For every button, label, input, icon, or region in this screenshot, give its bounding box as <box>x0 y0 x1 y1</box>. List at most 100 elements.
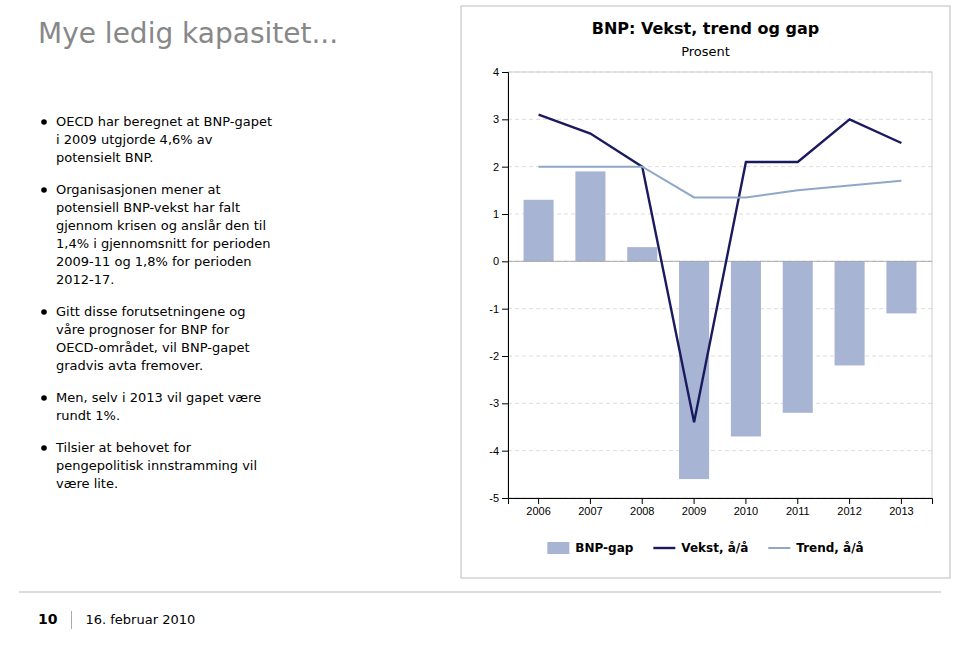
y-tick: 4 <box>493 66 508 78</box>
x-tick: 2007 <box>578 498 602 517</box>
y-tick-mark <box>502 309 508 310</box>
y-tick-mark <box>502 451 508 452</box>
bullet-line: gjennom krisen og anslår den til <box>56 218 266 233</box>
y-tick: -1 <box>489 303 508 315</box>
bullet-dot <box>41 445 47 451</box>
heading: Mye ledig kapasitet... <box>38 17 338 50</box>
y-tick: -2 <box>489 350 508 362</box>
x-tick: 2013 <box>889 498 913 517</box>
bar <box>835 261 865 365</box>
grid-line <box>508 403 932 404</box>
y-tick-label: 3 <box>493 113 499 125</box>
bullet-dot <box>41 395 47 401</box>
chart-panel: BNP: Vekst, trend og gapProsent-5-4-3-2-… <box>461 6 950 578</box>
grid <box>508 72 932 498</box>
bullet-line: gradvis avta fremover. <box>56 358 203 373</box>
y-tick: -4 <box>489 445 508 457</box>
page-number: 10 <box>38 611 58 627</box>
bar-series <box>524 171 917 479</box>
y-tick-label: -2 <box>489 350 499 362</box>
x-tick-label: 2012 <box>837 505 861 517</box>
legend-swatch <box>547 542 569 554</box>
bullet-line: 2009-11 og 1,8% for perioden <box>56 254 252 269</box>
y-tick-mark <box>502 119 508 120</box>
footer-separator <box>19 592 941 593</box>
x-axis: 2006 2007 2008 2009 2010 2011 2012 2013 <box>509 498 933 517</box>
grid-line <box>508 214 932 215</box>
legend-swatch <box>653 547 675 549</box>
x-tick-label: 2009 <box>682 505 706 517</box>
bullet-dot <box>41 309 47 315</box>
y-tick-mark <box>502 356 508 357</box>
y-tick-mark <box>502 167 508 168</box>
bar <box>524 200 554 262</box>
y-tick: 2 <box>493 161 508 173</box>
y-tick: 0 <box>493 255 508 267</box>
grid-line <box>508 119 932 120</box>
x-tick: 2006 <box>526 498 550 517</box>
chart-frame <box>461 6 950 578</box>
bullet-line: i 2009 utgjorde 4,6% av <box>56 132 213 147</box>
x-tick-label: 2011 <box>786 505 810 517</box>
bar <box>731 261 761 436</box>
x-tick: 2009 <box>682 498 706 517</box>
line <box>539 115 902 423</box>
x-tick-mark <box>642 498 643 504</box>
x-tick: 2011 <box>786 498 810 517</box>
x-tick: 2012 <box>837 498 861 517</box>
y-tick: -5 <box>489 492 508 504</box>
legend-swatch <box>768 547 790 549</box>
bullet-line: OECD-området, vil BNP-gapet <box>56 340 250 355</box>
legend-item: Vekst, å/å <box>653 541 748 555</box>
bar <box>575 171 605 261</box>
bullet-dot <box>41 119 47 125</box>
chart-title: BNP: Vekst, trend og gap <box>592 19 820 38</box>
chart-subtitle: Prosent <box>681 44 730 59</box>
legend: BNP-gap Vekst, å/å Trend, å/å <box>547 541 863 555</box>
y-tick-label: 2 <box>493 161 499 173</box>
bullet-line: Organisasjonen mener at <box>56 182 221 197</box>
bullet: Organisasjonen mener atpotensiell BNP-ve… <box>41 182 270 287</box>
y-tick-label: -5 <box>489 492 499 504</box>
y-tick-label: -3 <box>489 397 499 409</box>
x-axis-line <box>509 499 933 505</box>
bullet: OECD har beregnet at BNP-gapet i 2009 utg… <box>41 114 272 165</box>
grid-line <box>508 356 932 357</box>
x-tick-mark <box>797 498 798 504</box>
x-tick-mark <box>745 498 746 504</box>
legend-label: Vekst, å/å <box>681 541 748 555</box>
y-tick-label: 4 <box>493 66 499 78</box>
bullet: Men, selv i 2013 vil gapet værerundt 1%. <box>41 390 261 423</box>
footer: 1016. februar 2010 <box>19 592 941 629</box>
bullet-line: våre prognoser for BNP for <box>56 322 230 337</box>
bullet-line: pengepolitisk innstramming vil <box>56 458 257 473</box>
y-axis: -5 -4 -3 -2 -1 0 1 2 3 4 <box>489 66 508 504</box>
bullet-line: OECD har beregnet at BNP-gapet <box>56 114 272 129</box>
grid-line <box>508 308 932 309</box>
legend-item: BNP-gap <box>547 541 633 555</box>
legend-label: Trend, å/å <box>796 541 863 555</box>
x-tick-mark <box>849 498 850 504</box>
y-tick-mark <box>502 403 508 404</box>
grid-line <box>508 261 932 262</box>
y-tick-label: -4 <box>489 445 499 457</box>
y-tick-mark <box>502 72 508 73</box>
x-tick-mark <box>590 498 591 504</box>
x-tick-mark <box>694 498 695 504</box>
y-tick-label: -1 <box>489 303 499 315</box>
bullet: Gitt disse forutsetningene ogvåre progno… <box>41 304 249 373</box>
x-tick-label: 2008 <box>630 505 654 517</box>
legend-item: Trend, å/å <box>768 541 863 555</box>
x-tick-label: 2006 <box>526 505 550 517</box>
zero-line <box>508 261 932 262</box>
bar <box>886 261 916 313</box>
x-tick-label: 2010 <box>734 505 758 517</box>
x-tick: 2008 <box>630 498 654 517</box>
page: Mye ledig kapasitet... OECD har beregnet … <box>0 0 960 646</box>
y-tick-mark <box>502 261 508 262</box>
bullet-line: 2012-17. <box>56 272 114 287</box>
bullet-line: potensielt BNP. <box>56 150 153 165</box>
x-tick-mark <box>538 498 539 504</box>
y-tick-label: 1 <box>493 208 499 220</box>
bullet-dot <box>41 187 47 193</box>
